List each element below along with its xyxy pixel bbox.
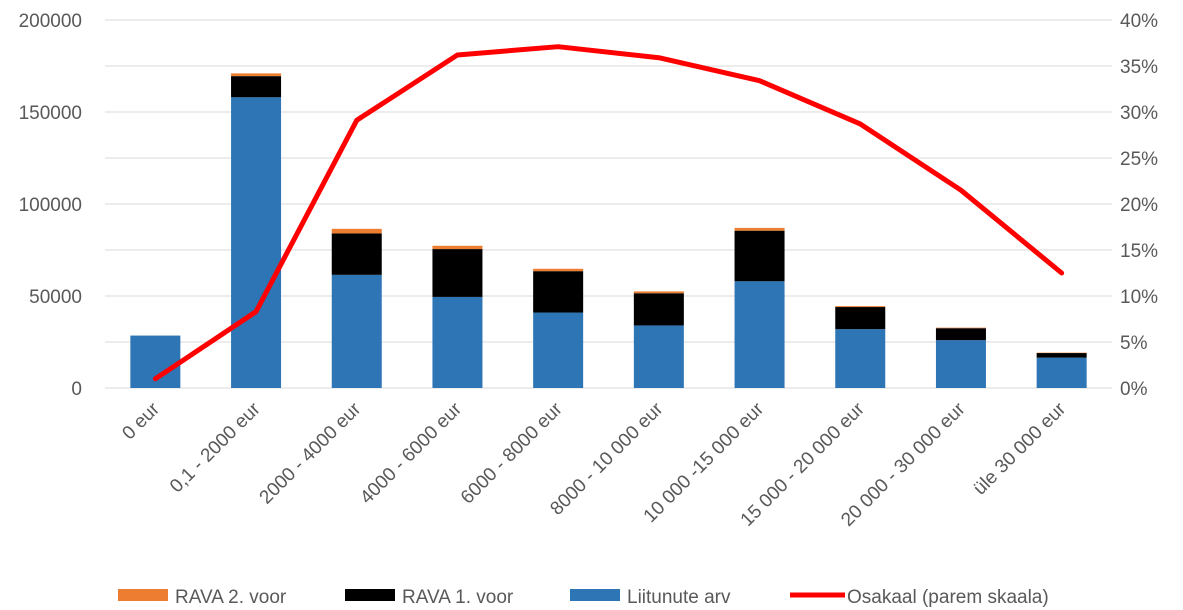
bar-segment-2 [835,307,886,330]
x-tick-label: 4000 - 6000 eur [356,398,466,508]
bar-segment-3 [432,245,483,250]
legend-swatch [345,589,395,601]
bar-segment-2 [1036,353,1087,358]
share-point [456,54,458,56]
bar-segment-3 [633,291,684,294]
bar-segment-3 [935,327,986,329]
y-tick-label: 200000 [19,11,82,32]
bar-segment-1 [835,329,886,388]
bar-segment-1 [231,97,282,388]
bar-segment-1 [734,281,785,388]
bar-segment-1 [432,296,483,388]
x-tick-label: 0,1 - 2000 eur [166,398,265,497]
share-point [154,378,156,380]
x-tick-label: 2000 - 4000 eur [256,398,366,508]
y-tick-label: 0 [71,379,82,400]
y2-tick-label: 40% [1120,11,1158,32]
share-line [152,44,1065,382]
share-point [557,46,559,48]
legend-label: Osakaal (parem skaala) [847,587,1049,608]
bars [130,73,1087,388]
x-tick-label: üle 30 000 eur [969,398,1070,499]
bar-segment-3 [734,227,785,231]
y2-tick-label: 20% [1120,195,1158,216]
bar-segment-2 [533,271,584,313]
share-point [859,123,861,125]
x-tick-label: 0 eur [118,398,164,444]
bar-segment-1 [533,312,584,388]
share-line-path [152,44,1065,382]
bar-segment-2 [231,76,282,98]
y2-tick-label: 5% [1120,333,1148,354]
bar-segment-1 [633,325,684,388]
y2-tick-label: 30% [1120,103,1158,124]
legend-label: RAVA 2. voor [175,587,287,608]
y-tick-label: 150000 [19,103,82,124]
x-tick-label: 6000 - 8000 eur [457,398,567,508]
bar-segment-3 [331,228,382,234]
y-axis-left: 0 50000 100000 150000 200000 [19,11,82,400]
legend-swatch [570,589,620,601]
bar-segment-2 [331,233,382,275]
y2-tick-label: 35% [1120,57,1158,78]
y2-tick-label: 10% [1120,287,1158,308]
bar-segment-3 [231,73,282,77]
legend-label: Liitunute arv [627,587,731,608]
bar-segment-1 [1036,357,1087,388]
bar-segment-2 [734,230,785,282]
bar-segment-2 [633,293,684,326]
bar-segment-1 [935,340,986,388]
y2-tick-label: 15% [1120,241,1158,262]
legend-label: RAVA 1. voor [402,587,514,608]
y2-tick-label: 25% [1120,149,1158,170]
bar-segment-1 [331,274,382,388]
bar-segment-3 [835,306,886,308]
legend: RAVA 2. voor RAVA 1. voor Liitunute arv Osa… [118,587,1049,608]
legend-swatch [118,589,168,601]
share-point [960,189,962,191]
share-point [759,80,761,82]
y-axis-right: 0% 5% 10% 15% 20% 25% 30% 35% 40% [1120,11,1158,400]
y-tick-label: 100000 [19,195,82,216]
y2-tick-label: 0% [1120,379,1148,400]
bar-segment-3 [533,268,584,272]
share-point [356,119,358,121]
share-point [658,57,660,59]
bar-segment-2 [432,249,483,297]
bar-segment-2 [935,328,986,341]
y-tick-label: 50000 [29,287,82,308]
share-point [255,311,257,313]
share-point [1061,272,1063,274]
